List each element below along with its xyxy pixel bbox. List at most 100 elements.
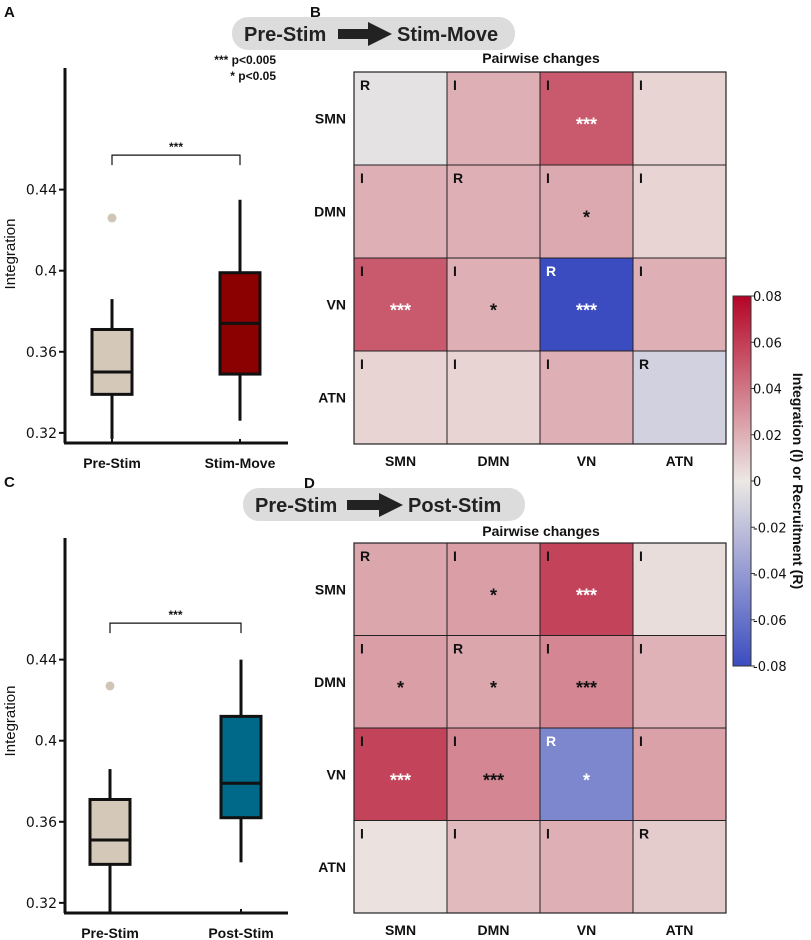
- cell-type-label: I: [639, 77, 643, 93]
- row-label: ATN: [318, 859, 346, 875]
- cell-type-label: I: [639, 170, 643, 186]
- cell-significance: ***: [576, 115, 597, 135]
- cell-type-label: I: [546, 641, 550, 657]
- colorbar-tick-label: -0.04: [753, 568, 787, 583]
- x-tick-label: Pre-Stim: [83, 455, 141, 471]
- cell-type-label: I: [453, 733, 457, 749]
- significance-label: ***: [169, 140, 183, 154]
- heatmap-cell: [539, 727, 634, 821]
- cell-type-label: R: [546, 733, 556, 749]
- y-tick-label: 0.32: [26, 426, 57, 442]
- row-label: SMN: [315, 111, 346, 127]
- heatmap-cell: [539, 635, 634, 729]
- cell-type-label: I: [453, 263, 457, 279]
- heatmap-cell: [539, 350, 634, 445]
- cell-type-label: I: [639, 733, 643, 749]
- cell-type-label: I: [546, 826, 550, 842]
- colorbar-label: Integration (I) or Recruitment (R): [790, 373, 806, 589]
- cell-type-label: I: [453, 356, 457, 372]
- box-pre-stim: [90, 327, 134, 396]
- cell-significance: *: [583, 770, 590, 790]
- cell-type-label: R: [360, 548, 370, 564]
- row-label: DMN: [314, 674, 346, 690]
- row-label: DMN: [314, 204, 346, 220]
- colorbar: Integration (I) or Recruitment (R) 0.08 0…: [732, 290, 806, 675]
- cell-type-label: I: [453, 77, 457, 93]
- heatmap-cell: [353, 257, 448, 352]
- cell-type-label: R: [453, 170, 463, 186]
- heatmap-cell: [446, 164, 541, 259]
- heatmap-cell: [632, 257, 727, 352]
- x-tick-label: Post-Stim: [208, 925, 273, 940]
- heatmap-cell: [539, 820, 634, 914]
- header-pill-b: Pre-Stim Stim-Move: [232, 17, 515, 50]
- heatmap-b: Pairwise changes R I I *** I I R I * I I *** I * R *** I…: [314, 50, 727, 469]
- cell-significance: *: [583, 208, 590, 228]
- colorbar-tick-label: 0.06: [753, 336, 782, 351]
- cell-type-label: R: [639, 356, 649, 372]
- heatmap-cell: [446, 71, 541, 166]
- heatmap-border: [353, 71, 727, 445]
- boxplot-a: Integration 0.32 0.36 0.4 0.44 Pre-Stim Stim-…: [2, 68, 288, 471]
- col-label: ATN: [666, 922, 694, 938]
- y-tick-label: 0.44: [26, 183, 57, 199]
- arrow-right-icon: [338, 22, 392, 46]
- legend-line-2: * p<0.05: [230, 69, 276, 83]
- y-tick-label: 0.32: [26, 896, 57, 912]
- cell-type-label: I: [453, 826, 457, 842]
- pill-d-from: Pre-Stim: [255, 495, 337, 517]
- heatmap-cell: [632, 727, 727, 821]
- heatmap-cell: [539, 164, 634, 259]
- cell-type-label: R: [546, 263, 556, 279]
- heatmap-cell: [632, 350, 727, 445]
- cell-type-label: I: [360, 826, 364, 842]
- row-label: VN: [327, 766, 346, 782]
- panel-letter-a: A: [4, 4, 15, 21]
- y-tick-label: 0.4: [35, 264, 57, 280]
- cell-type-label: I: [546, 170, 550, 186]
- cell-significance: ***: [576, 301, 597, 321]
- cell-significance: ***: [576, 678, 597, 698]
- y-tick-label: 0.44: [26, 653, 57, 669]
- heatmap-cell: [632, 542, 727, 636]
- heatmap-d-title: Pairwise changes: [482, 523, 600, 539]
- cell-significance: ***: [483, 770, 504, 790]
- cell-type-label: I: [546, 548, 550, 564]
- col-label: DMN: [478, 453, 510, 469]
- cell-type-label: I: [453, 548, 457, 564]
- outlier-point: [107, 213, 117, 223]
- heatmap-d: Pairwise changes R I * I *** I I * R * I *** I I *** I *…: [314, 523, 727, 938]
- colorbar-tick-label: -0.08: [753, 660, 787, 675]
- cell-type-label: I: [639, 263, 643, 279]
- pill-d-to: Post-Stim: [408, 495, 501, 517]
- heatmap-cell: [446, 635, 541, 729]
- boxplot-c: Integration 0.32 0.36 0.4 0.44 Pre-Stim Post-…: [2, 538, 288, 940]
- cell-significance: *: [397, 678, 404, 698]
- significance-legend: *** p<0.005 * p<0.05: [214, 53, 276, 83]
- heatmap-cell: [632, 164, 727, 259]
- cell-type-label: R: [639, 826, 649, 842]
- heatmap-b-title: Pairwise changes: [482, 50, 600, 66]
- heatmap-cell: [446, 257, 541, 352]
- colorbar-tick-label: 0.08: [753, 290, 782, 305]
- heatmap-cell: [632, 820, 727, 914]
- heatmap-cell: [446, 820, 541, 914]
- heatmap-cell: [353, 542, 448, 636]
- cell-type-label: I: [360, 641, 364, 657]
- row-label: SMN: [315, 581, 346, 597]
- heatmap-cell: [632, 71, 727, 166]
- colorbar-gradient: [732, 295, 752, 667]
- colorbar-tick-label: 0.04: [753, 383, 782, 398]
- outlier-point: [105, 681, 115, 691]
- panel-letter-b: B: [310, 4, 321, 21]
- legend-line-1: *** p<0.005: [214, 53, 276, 67]
- x-tick-label: Pre-Stim: [81, 925, 139, 940]
- row-label: ATN: [318, 390, 346, 406]
- heatmap-cell: [353, 350, 448, 445]
- significance-label: ***: [168, 608, 182, 622]
- heatmap-cell: [632, 635, 727, 729]
- boxplot-a-ylabel: Integration: [2, 219, 19, 290]
- boxplot-c-ylabel: Integration: [2, 686, 19, 757]
- cell-type-label: I: [360, 170, 364, 186]
